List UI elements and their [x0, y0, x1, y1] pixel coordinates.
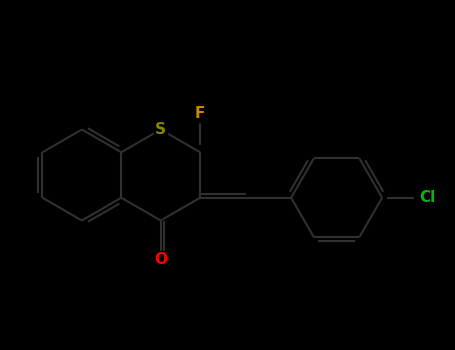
Text: O: O: [154, 252, 167, 267]
Text: F: F: [195, 106, 205, 121]
Text: S: S: [155, 122, 166, 137]
Text: Cl: Cl: [420, 190, 436, 205]
